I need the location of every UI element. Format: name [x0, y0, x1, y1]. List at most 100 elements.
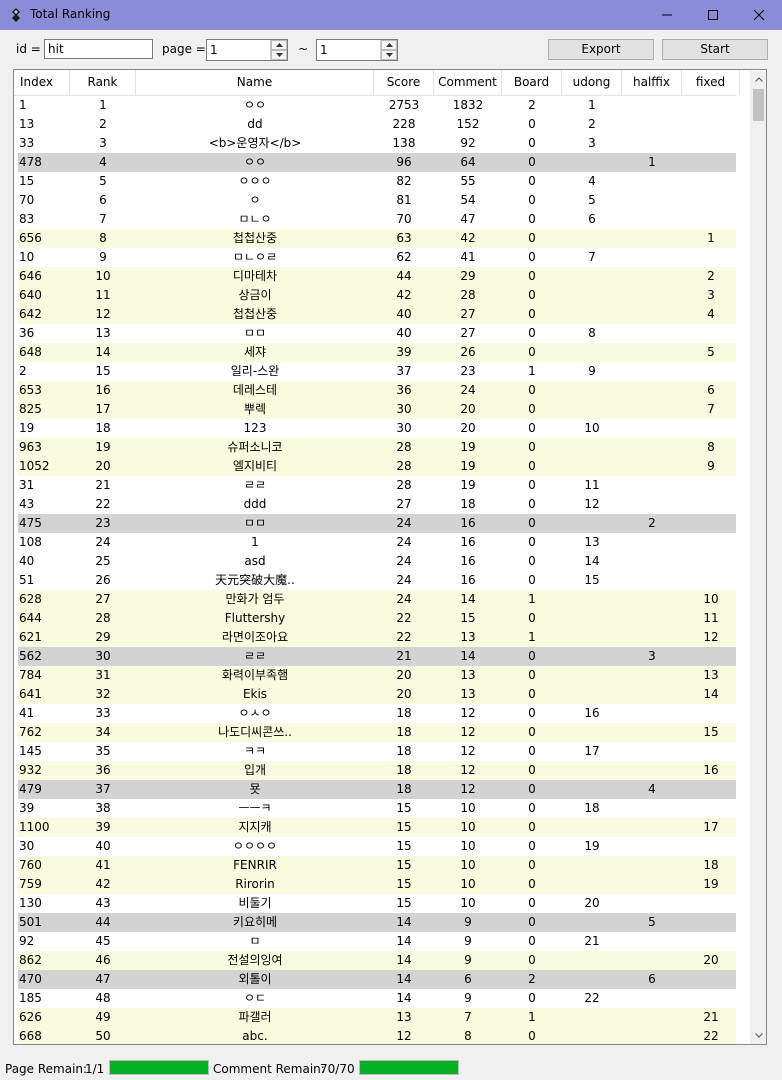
table-row[interactable]: 19 18 123 30 20 0 10 — [18, 419, 736, 438]
table-row[interactable]: 932 36 입개 18 12 0 16 — [18, 761, 736, 780]
cell-comment: 13 — [460, 687, 476, 701]
column-header-rank[interactable]: Rank — [70, 70, 136, 95]
ranking-table[interactable]: Index Rank Name Score Comment Board udong halff… — [13, 69, 767, 1045]
column-header-score[interactable]: Score — [374, 70, 434, 95]
table-row[interactable]: 628 27 만화가 엄두 24 14 1 10 — [18, 590, 736, 609]
column-header-udong[interactable]: udong — [562, 70, 622, 95]
page-to-down-button[interactable] — [381, 50, 397, 60]
table-row[interactable]: 130 43 비둘기 15 10 0 20 — [18, 894, 736, 913]
table-row[interactable]: 759 42 Rirorin 15 10 0 19 — [18, 875, 736, 894]
table-row[interactable]: 641 32 Ekis 20 13 0 14 — [18, 685, 736, 704]
table-row[interactable]: 963 19 슈퍼소니코 28 19 0 8 — [18, 438, 736, 457]
cell-halffix — [622, 286, 682, 305]
table-row[interactable]: 760 41 FENRIR 15 10 0 18 — [18, 856, 736, 875]
column-header-index[interactable]: Index — [14, 70, 70, 95]
table-row[interactable]: 41 33 ㅇㅅㅇ 18 12 0 16 — [18, 704, 736, 723]
cell-halffix — [622, 799, 682, 818]
table-row[interactable]: 15 5 ㅇㅇㅇ 82 55 0 4 — [18, 172, 736, 191]
table-row[interactable]: 43 22 ddd 27 18 0 12 — [18, 495, 736, 514]
table-row[interactable]: 478 4 ㅇㅇ 96 64 0 1 — [18, 153, 736, 172]
table-row[interactable]: 862 46 전설의잉여 14 9 0 20 — [18, 951, 736, 970]
table-row[interactable]: 784 31 화력이부족햄 20 13 0 13 — [18, 666, 736, 685]
cell-rank: 8 — [99, 231, 107, 245]
minimize-button[interactable] — [644, 0, 690, 30]
table-row[interactable]: 626 49 파갤러 13 7 1 21 — [18, 1008, 736, 1027]
table-row[interactable]: 83 7 ㅁㄴㅇ 70 47 0 6 — [18, 210, 736, 229]
table-row[interactable]: 145 35 ㅋㅋ 18 12 0 17 — [18, 742, 736, 761]
table-row[interactable]: 621 29 라면이조아요 22 13 1 12 — [18, 628, 736, 647]
cell-rank: 5 — [99, 174, 107, 188]
table-row[interactable]: 668 50 abc. 12 8 0 22 — [18, 1027, 736, 1044]
table-row[interactable]: 185 48 ㅇㄷ 14 9 0 22 — [18, 989, 736, 1008]
table-row[interactable]: 646 10 디마테차 44 29 0 2 — [18, 267, 736, 286]
column-header-name[interactable]: Name — [136, 70, 374, 95]
table-row[interactable]: 653 16 데레스테 36 24 0 6 — [18, 381, 736, 400]
table-row[interactable]: 51 26 天元突破大魔.. 24 16 0 15 — [18, 571, 736, 590]
cell-comment: 13 — [460, 630, 476, 644]
cell-halffix — [622, 704, 682, 723]
scroll-down-button[interactable] — [750, 1027, 766, 1044]
column-header-board[interactable]: Board — [502, 70, 562, 95]
cell-board: 0 — [528, 763, 536, 777]
table-row[interactable]: 501 44 키요히메 14 9 0 5 — [18, 913, 736, 932]
chevron-down-icon — [385, 53, 393, 57]
cell-comment: 9 — [464, 991, 472, 1005]
table-row[interactable]: 40 25 asd 24 16 0 14 — [18, 552, 736, 571]
table-row[interactable]: 13 2 dd 228 152 0 2 — [18, 115, 736, 134]
cell-fixed: 3 — [707, 288, 715, 302]
table-row[interactable]: 762 34 나도디씨콘쓰.. 18 12 0 15 — [18, 723, 736, 742]
column-header-comment[interactable]: Comment — [434, 70, 502, 95]
cell-index: 642 — [19, 307, 42, 321]
cell-halffix — [622, 495, 682, 514]
table-row[interactable]: 562 30 ㄹㄹ 21 14 0 3 — [18, 647, 736, 666]
table-row[interactable]: 1 1 ㅇㅇ 2753 1832 2 1 — [18, 96, 736, 115]
cell-fixed — [682, 742, 740, 761]
page-to-stepper[interactable]: 1 — [316, 39, 398, 61]
close-button[interactable] — [736, 0, 782, 30]
start-button[interactable]: Start — [662, 39, 768, 60]
scroll-thumb[interactable] — [753, 89, 764, 121]
table-row[interactable]: 656 8 첩첩산중 63 42 0 1 — [18, 229, 736, 248]
cell-comment: 92 — [460, 136, 476, 150]
cell-halffix — [622, 115, 682, 134]
scroll-up-button[interactable] — [750, 71, 766, 88]
cell-fixed: 20 — [703, 953, 719, 967]
page-to-up-button[interactable] — [381, 40, 397, 50]
table-row[interactable]: 1100 39 지지캐 15 10 0 17 — [18, 818, 736, 837]
cell-comment: 9 — [464, 915, 472, 929]
table-row[interactable]: 10 9 ㅁㄴㅇㄹ 62 41 0 7 — [18, 248, 736, 267]
table-row[interactable]: 640 11 상금이 42 28 0 3 — [18, 286, 736, 305]
column-header-fixed[interactable]: fixed — [682, 70, 740, 95]
page-from-down-button[interactable] — [271, 50, 287, 60]
export-button[interactable]: Export — [548, 39, 654, 60]
id-input[interactable]: hit — [44, 39, 153, 59]
table-row[interactable]: 31 21 ㄹㄹ 28 19 0 11 — [18, 476, 736, 495]
page-from-up-button[interactable] — [271, 40, 287, 50]
table-row[interactable]: 642 12 첩첩산중 40 27 0 4 — [18, 305, 736, 324]
table-row[interactable]: 36 13 ㅁㅁ 40 27 0 8 — [18, 324, 736, 343]
table-row[interactable]: 470 47 외톨이 14 6 2 6 — [18, 970, 736, 989]
table-row[interactable]: 92 45 ㅁ 14 9 0 21 — [18, 932, 736, 951]
table-row[interactable]: 2 15 일리-스완 37 23 1 9 — [18, 362, 736, 381]
cell-name: asd — [244, 554, 266, 568]
vertical-scrollbar[interactable] — [750, 71, 766, 1044]
table-row[interactable]: 644 28 Fluttershy 22 15 0 11 — [18, 609, 736, 628]
column-header-halffix[interactable]: halffix — [622, 70, 682, 95]
maximize-button[interactable] — [690, 0, 736, 30]
table-row[interactable]: 1052 20 엘지비티 28 19 0 9 — [18, 457, 736, 476]
table-row[interactable]: 39 38 ㅡㅡㅋ 15 10 0 18 — [18, 799, 736, 818]
cell-index: 475 — [19, 516, 42, 530]
cell-rank: 45 — [95, 934, 111, 948]
cell-comment: 16 — [460, 554, 476, 568]
cell-comment: 10 — [460, 858, 476, 872]
table-row[interactable]: 825 17 뿌렉 30 20 0 7 — [18, 400, 736, 419]
chevron-up-icon — [385, 43, 393, 47]
table-row[interactable]: 33 3 <b>운영자</b> 138 92 0 3 — [18, 134, 736, 153]
page-from-stepper[interactable]: 1 — [206, 39, 288, 61]
table-row[interactable]: 30 40 ㅇㅇㅇㅇ 15 10 0 19 — [18, 837, 736, 856]
table-row[interactable]: 475 23 ㅁㅁ 24 16 0 2 — [18, 514, 736, 533]
table-row[interactable]: 108 24 1 24 16 0 13 — [18, 533, 736, 552]
table-row[interactable]: 70 6 ㅇ 81 54 0 5 — [18, 191, 736, 210]
table-row[interactable]: 479 37 묫 18 12 0 4 — [18, 780, 736, 799]
table-row[interactable]: 648 14 세쟈 39 26 0 5 — [18, 343, 736, 362]
